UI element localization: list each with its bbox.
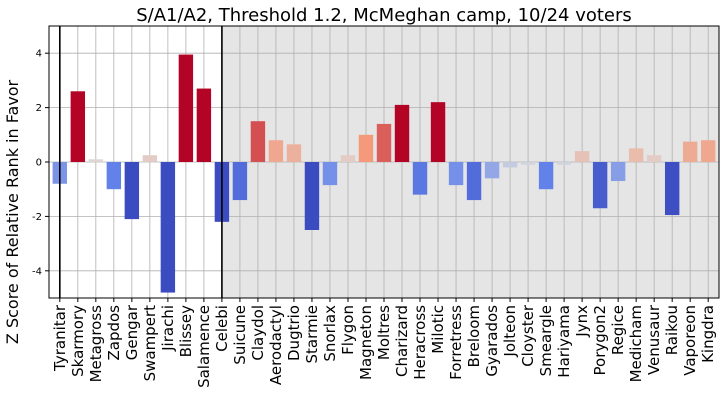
x-tick-label-kingdra: Kingdra xyxy=(699,305,717,363)
bar-regice xyxy=(610,162,626,182)
x-tick-label-jolteon: Jolteon xyxy=(501,305,519,358)
x-tick-label-jynx: Jynx xyxy=(573,305,591,338)
y-tick-label: 4 xyxy=(36,49,42,60)
x-tick-label-heracross: Heracross xyxy=(411,305,429,380)
x-tick-label-milotic: Milotic xyxy=(429,305,447,354)
x-tick-label-zapdos: Zapdos xyxy=(105,305,123,361)
x-tick-label-breloom: Breloom xyxy=(465,305,483,368)
bar-heracross xyxy=(412,162,428,195)
y-tick-label: -2 xyxy=(32,212,42,223)
bar-gyarados xyxy=(484,162,500,179)
x-tick-label-blissey: Blissey xyxy=(177,305,195,357)
bar-gengar xyxy=(124,162,140,220)
x-tick-label-dugtrio: Dugtrio xyxy=(285,305,303,361)
bar-venusaur xyxy=(646,155,662,162)
bar-suicune xyxy=(232,162,248,201)
x-tick-label-salamence: Salamence xyxy=(195,305,213,388)
bar-jolteon xyxy=(502,162,518,168)
bar-milotic xyxy=(430,102,446,162)
y-axis-ticks: -4 -2 0 2 4 xyxy=(32,49,49,277)
bar-jynx xyxy=(574,151,590,162)
x-tick-label-venusaur: Venusaur xyxy=(645,304,663,375)
x-tick-label-flygon: Flygon xyxy=(339,305,357,355)
x-tick-label-gengar: Gengar xyxy=(123,304,141,360)
y-axis-label: Z Score of Relative Rank in Favor xyxy=(3,79,22,344)
bars xyxy=(52,54,716,293)
bar-kingdra xyxy=(700,140,716,162)
x-tick-label-hariyama: Hariyama xyxy=(555,305,573,378)
bar-dugtrio xyxy=(286,144,302,162)
x-tick-label-starmie: Starmie xyxy=(303,305,321,364)
bar-medicham xyxy=(628,148,644,162)
bar-zapdos xyxy=(106,162,122,190)
x-axis-ticks: Tyranitar Skarmory Metagross Zapdos Gengar Sw… xyxy=(51,298,717,388)
bar-cloyster xyxy=(520,162,536,165)
x-tick-label-raikou: Raikou xyxy=(663,305,681,355)
x-tick-label-regice: Regice xyxy=(609,305,627,355)
bar-swampert xyxy=(142,155,158,162)
x-tick-label-tyranitar: Tyranitar xyxy=(51,304,69,372)
x-tick-label-aerodactyl: Aerodactyl xyxy=(267,305,285,385)
bar-raikou xyxy=(664,162,680,216)
x-tick-label-magneton: Magneton xyxy=(357,305,375,380)
bar-jirachi xyxy=(160,162,176,293)
bar-blissey xyxy=(178,54,194,163)
x-tick-label-swampert: Swampert xyxy=(141,305,159,382)
bar-forretress xyxy=(448,162,464,186)
x-tick-label-cloyster: Cloyster xyxy=(519,304,537,367)
bar-smeargle xyxy=(538,162,554,190)
x-tick-label-suicune: Suicune xyxy=(231,305,249,365)
x-tick-label-porygon2: Porygon2 xyxy=(591,305,609,375)
bar-skarmory xyxy=(70,91,86,162)
bar-flygon xyxy=(340,155,356,162)
x-tick-label-skarmory: Skarmory xyxy=(69,305,87,377)
bar-aerodactyl xyxy=(268,140,284,162)
vertical-marker-lines xyxy=(59,26,223,298)
y-tick-label: 2 xyxy=(36,103,42,114)
bar-starmie xyxy=(304,162,320,230)
bar-snorlax xyxy=(322,162,338,186)
bar-hariyama xyxy=(556,162,572,165)
bar-charizard xyxy=(394,104,410,162)
chart-title: S/A1/A2, Threshold 1.2, McMeghan camp, 1… xyxy=(136,5,632,26)
x-tick-label-claydol: Claydol xyxy=(249,305,267,361)
bar-magneton xyxy=(358,134,374,162)
x-tick-label-charizard: Charizard xyxy=(393,305,411,377)
x-tick-label-smeargle: Smeargle xyxy=(537,305,555,376)
x-tick-label-gyarados: Gyarados xyxy=(483,305,501,377)
x-tick-label-snorlax: Snorlax xyxy=(321,305,339,362)
bar-metagross xyxy=(88,159,104,162)
x-tick-label-forretress: Forretress xyxy=(447,305,465,380)
bar-vaporeon xyxy=(682,141,698,162)
x-tick-label-celebi: Celebi xyxy=(213,305,231,352)
bar-claydol xyxy=(250,121,266,162)
y-tick-label: -4 xyxy=(32,266,42,277)
x-tick-label-moltres: Moltres xyxy=(375,305,393,360)
bar-moltres xyxy=(376,123,392,162)
y-tick-label: 0 xyxy=(36,158,42,169)
x-tick-label-metagross: Metagross xyxy=(87,305,105,383)
x-tick-label-vaporeon: Vaporeon xyxy=(681,305,699,376)
bar-breloom xyxy=(466,162,482,201)
bar-porygon2 xyxy=(592,162,608,209)
x-tick-label-jirachi: Jirachi xyxy=(159,305,177,352)
x-tick-label-medicham: Medicham xyxy=(627,305,645,382)
bar-salamence xyxy=(196,88,212,162)
